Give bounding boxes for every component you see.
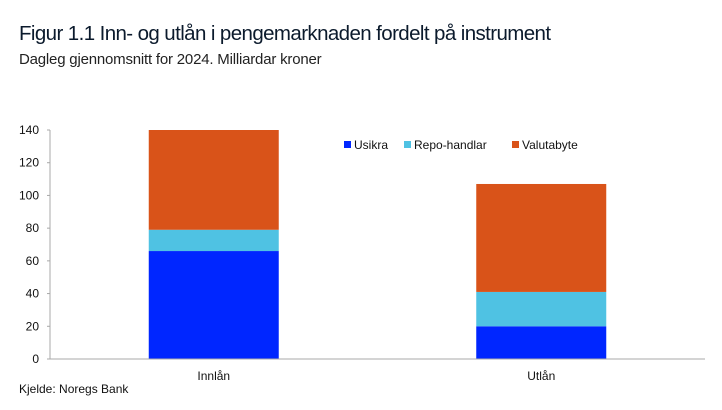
source-note: Kjelde: Noregs Bank [19, 382, 129, 396]
y-tick-label: 40 [26, 287, 40, 301]
legend-swatch [344, 141, 351, 148]
legend-swatch [512, 141, 519, 148]
bar-segment-repo-handlar-utlån [476, 291, 607, 327]
y-tick-label: 60 [26, 254, 40, 268]
legend-swatch [404, 141, 411, 148]
bar-segment-usikra-utlån [476, 326, 607, 359]
y-tick-label: 80 [26, 221, 40, 235]
x-tick-label: Utlån [527, 369, 555, 383]
y-tick-label: 0 [32, 352, 39, 366]
bar-segment-valutabyte-innlån [148, 130, 279, 230]
bar-segment-valutabyte-utlån [476, 183, 607, 292]
legend-label: Repo-handlar [414, 138, 487, 152]
chart-subtitle: Dagleg gjennomsnitt for 2024. Milliardar… [19, 51, 322, 68]
bar-segment-repo-handlar-innlån [148, 229, 279, 252]
legend-label: Valutabyte [522, 138, 578, 152]
x-tick-label: Innlån [197, 369, 230, 383]
chart-title: Figur 1.1 Inn- og utlån i pengemarknaden… [19, 22, 551, 45]
y-tick-label: 20 [26, 319, 40, 333]
bar-segment-usikra-innlån [148, 251, 279, 359]
legend-label: Usikra [354, 138, 388, 152]
y-tick-label: 120 [19, 156, 39, 170]
y-tick-label: 140 [19, 123, 39, 137]
y-tick-label: 100 [19, 188, 39, 202]
